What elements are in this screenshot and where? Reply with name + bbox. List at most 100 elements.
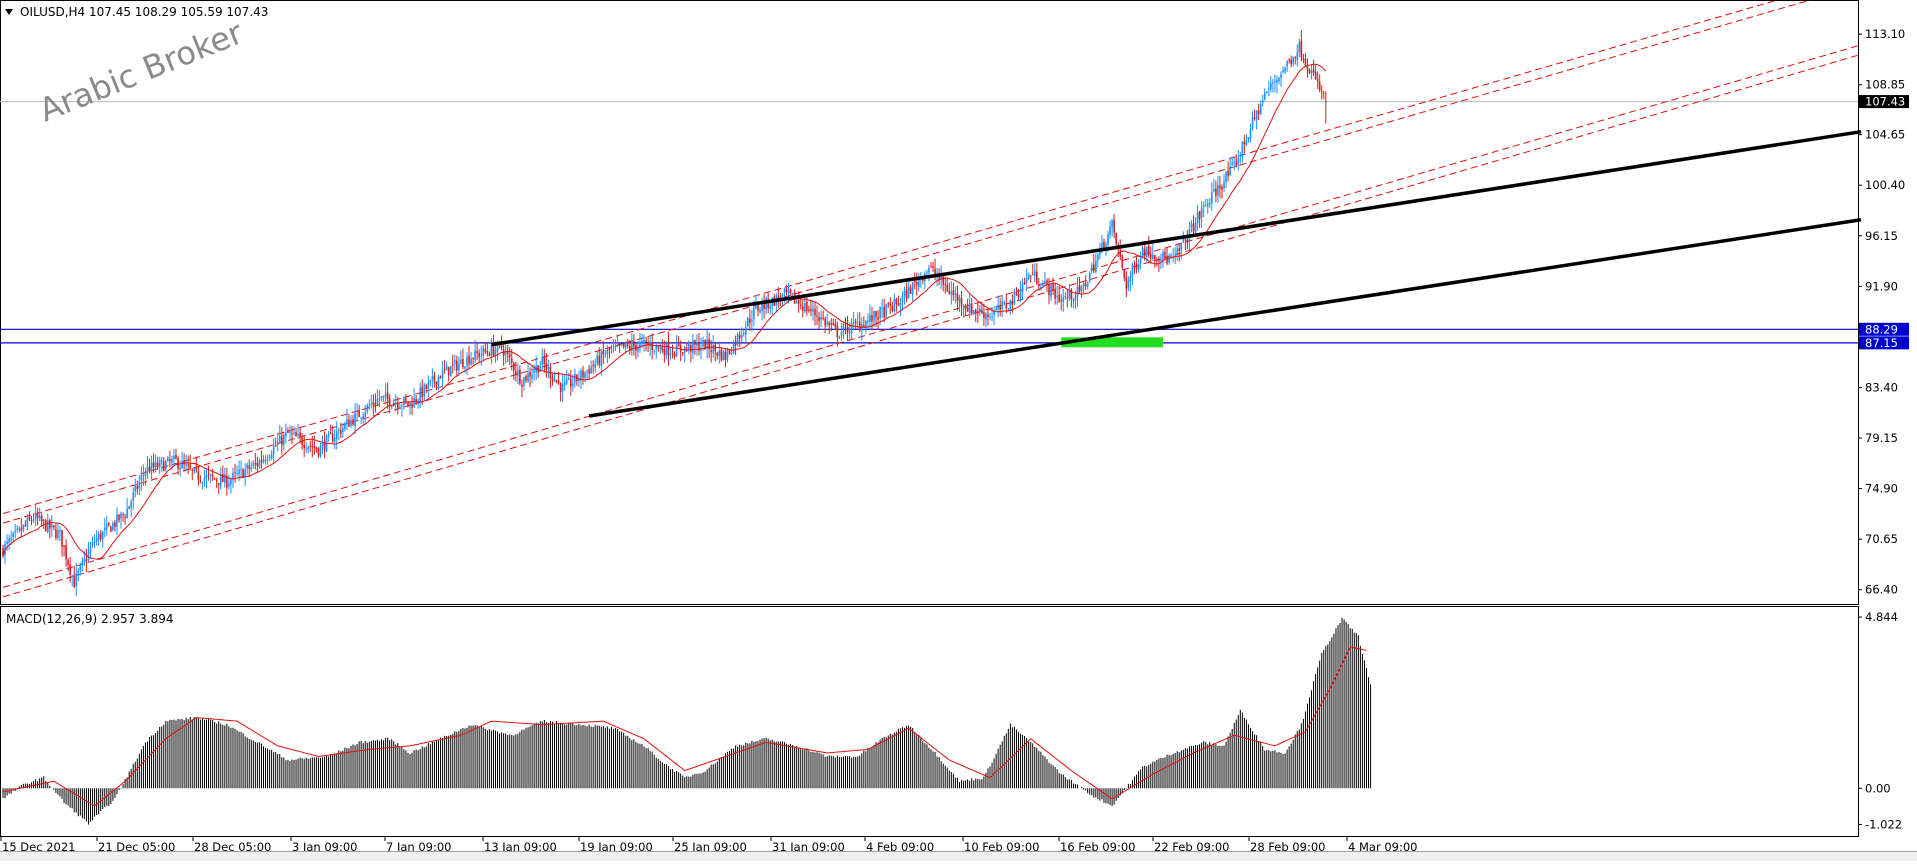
candle-body <box>71 575 73 577</box>
channel-line-0 <box>2 0 1780 515</box>
candle-body <box>124 516 126 518</box>
candle-body <box>1009 299 1012 311</box>
candle-body <box>858 322 861 330</box>
candle-body <box>899 302 902 307</box>
candle-body <box>728 349 731 354</box>
candle-body <box>350 419 352 426</box>
candle-body <box>169 459 171 462</box>
candle-body <box>285 432 287 437</box>
candle-body <box>1288 59 1290 61</box>
candle-body <box>344 423 346 430</box>
time-tick-label: 15 Dec 2021 <box>2 840 75 854</box>
candle-body <box>781 293 784 300</box>
level-price-label: 88.29 <box>1865 322 1898 336</box>
candle-body <box>710 350 712 353</box>
candle-body <box>964 306 967 309</box>
candle-body <box>244 469 246 477</box>
candle-body <box>863 325 865 328</box>
candle-body <box>783 289 786 293</box>
candle-body <box>396 402 399 408</box>
candle-body <box>91 541 94 546</box>
candle-body <box>75 573 78 587</box>
candle-body <box>665 343 668 356</box>
candle-body <box>443 368 446 370</box>
candle-body <box>307 446 310 450</box>
candle-body <box>411 403 413 408</box>
candle-body <box>439 376 442 379</box>
candle-body <box>567 378 570 380</box>
candle-body <box>435 381 438 385</box>
candle-body <box>79 565 82 572</box>
candle-body <box>59 529 61 532</box>
candle-body <box>1237 158 1240 165</box>
candle-body <box>1184 239 1187 241</box>
candle-body <box>1027 274 1030 279</box>
candle-body <box>565 379 568 384</box>
candle-body <box>38 515 41 519</box>
candle-body <box>966 307 969 312</box>
macd-pane-frame <box>0 606 1859 837</box>
candle-body <box>293 432 295 434</box>
candle-body <box>744 327 747 335</box>
macd-signal-line <box>2 646 1367 807</box>
candle-body <box>305 448 308 450</box>
macd-title: MACD(12,26,9) 2.957 3.894 <box>6 612 173 626</box>
candle-body <box>1247 137 1250 140</box>
candle-body <box>557 380 560 383</box>
candle-body <box>101 531 104 540</box>
candle-body <box>303 444 305 449</box>
candle-body <box>197 471 200 480</box>
candle-body <box>1066 297 1069 299</box>
candle-body <box>574 373 576 383</box>
candle-body <box>337 429 340 431</box>
candle-body <box>639 342 641 349</box>
candle-body <box>688 343 690 350</box>
candle-body <box>105 523 108 530</box>
candle-body <box>742 333 745 335</box>
candle-body <box>651 343 653 351</box>
candle-body <box>466 356 468 367</box>
candle-body <box>1050 284 1052 297</box>
candle-body <box>1225 172 1227 183</box>
candle-body <box>504 351 507 355</box>
candle-body <box>1042 282 1044 286</box>
candle-body <box>417 400 419 404</box>
candle-body <box>221 473 224 482</box>
candle-body <box>281 436 283 446</box>
candle-body <box>1322 93 1325 95</box>
price-tick-label: 70.65 <box>1865 532 1898 546</box>
candle-body <box>144 471 147 477</box>
candle-body <box>142 474 145 476</box>
candle-body <box>360 417 362 419</box>
candle-body <box>1208 203 1211 205</box>
macd-axis: 4.844 0.00 -1.022 <box>1858 610 1902 831</box>
symbol-dropdown-icon[interactable] <box>5 9 13 15</box>
candle-body <box>30 520 33 522</box>
candle-body <box>409 402 411 405</box>
candle-body <box>6 541 8 544</box>
candle-body <box>974 310 977 313</box>
candle-body <box>112 523 114 531</box>
candle-body <box>675 344 678 357</box>
candle-body <box>356 410 358 413</box>
candle-body <box>1168 257 1170 263</box>
candle-body <box>985 313 987 320</box>
candle-body <box>407 401 409 406</box>
candle-body <box>203 477 206 482</box>
candle-body <box>891 306 894 311</box>
candle-body <box>173 455 175 459</box>
candle-body <box>289 431 291 433</box>
level-price-label: 87.15 <box>1865 336 1898 350</box>
candle-body <box>806 301 808 312</box>
candle-body <box>525 375 527 381</box>
candle-body <box>842 325 845 332</box>
candle-body <box>187 464 189 466</box>
candle-body <box>486 351 489 353</box>
candle-body <box>205 474 208 478</box>
candle-body <box>1025 277 1028 283</box>
candle-body <box>944 284 947 286</box>
symbol-tab-strip[interactable] <box>0 851 1917 861</box>
candle-body <box>1274 81 1276 83</box>
candle-body <box>370 403 373 405</box>
